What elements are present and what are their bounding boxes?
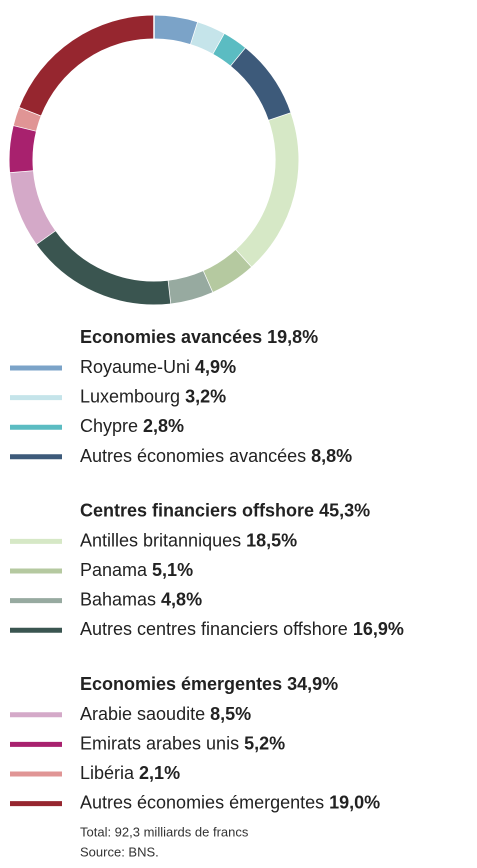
donut-segment <box>13 107 41 132</box>
legend-item: Autres centres financiers offshore 16,9% <box>80 619 404 639</box>
group-header: Centres financiers offshore 45,3% <box>80 500 370 520</box>
legend-value: 5,2% <box>244 733 285 753</box>
donut-segment <box>36 230 171 305</box>
legend-value: 5,1% <box>152 560 193 580</box>
legend-item: Panama 5,1% <box>80 560 193 580</box>
group-name: Economies émergentes <box>80 674 282 694</box>
group-header: Economies avancées 19,8% <box>80 327 318 347</box>
legend-item: Libéria 2,1% <box>80 763 180 783</box>
legend-name: Antilles britanniques <box>80 530 241 550</box>
legend-value: 18,5% <box>246 530 297 550</box>
legend-value: 8,8% <box>311 446 352 466</box>
donut-segment <box>202 249 252 293</box>
legend-name: Bahamas <box>80 589 156 609</box>
legend-value: 2,8% <box>143 416 184 436</box>
legend-item: Arabie saoudite 8,5% <box>80 704 251 724</box>
legend-value: 4,9% <box>195 357 236 377</box>
donut-segment <box>10 169 56 244</box>
note: Total: 92,3 milliards de francs <box>80 824 249 839</box>
legend-item: Royaume-Uni 4,9% <box>80 357 236 377</box>
legend-name: Luxembourg <box>80 386 180 406</box>
donut-segment <box>153 15 198 45</box>
legend-name: Panama <box>80 560 148 580</box>
donut-segment <box>235 113 299 268</box>
legend-value: 3,2% <box>185 386 226 406</box>
legend-name: Royaume-Uni <box>80 357 190 377</box>
group-value: 34,9% <box>287 674 338 694</box>
donut-segment <box>19 15 155 116</box>
donut-segment <box>213 33 246 67</box>
group-value: 45,3% <box>319 500 370 520</box>
legend-value: 16,9% <box>353 619 404 639</box>
group-value: 19,8% <box>267 327 318 347</box>
legend-item: Emirats arabes unis 5,2% <box>80 733 285 753</box>
donut-segment <box>190 22 225 55</box>
legend-item: Bahamas 4,8% <box>80 589 202 609</box>
legend-name: Chypre <box>80 416 138 436</box>
legend-name: Emirats arabes unis <box>80 733 239 753</box>
legend-name: Autres économies avancées <box>80 446 306 466</box>
donut-segment <box>230 48 291 121</box>
legend-item: Chypre 2,8% <box>80 416 184 436</box>
legend-value: 2,1% <box>139 763 180 783</box>
legend-item: Autres économies émergentes 19,0% <box>80 792 380 812</box>
legend-name: Autres centres financiers offshore <box>80 619 348 639</box>
legend-name: Autres économies émergentes <box>80 792 324 812</box>
group-header: Economies émergentes 34,9% <box>80 674 338 694</box>
group-name: Centres financiers offshore <box>80 500 314 520</box>
legend-value: 8,5% <box>210 704 251 724</box>
legend-name: Libéria <box>80 763 135 783</box>
donut-segment <box>167 271 213 304</box>
legend-value: 4,8% <box>161 589 202 609</box>
donut-segment <box>9 125 37 173</box>
legend-item: Luxembourg 3,2% <box>80 386 226 406</box>
group-name: Economies avancées <box>80 327 262 347</box>
legend-item: Antilles britanniques 18,5% <box>80 530 297 550</box>
note: Source: BNS. <box>80 844 159 859</box>
legend-value: 19,0% <box>329 792 380 812</box>
legend-name: Arabie saoudite <box>80 704 205 724</box>
legend-item: Autres économies avancées 8,8% <box>80 446 352 466</box>
